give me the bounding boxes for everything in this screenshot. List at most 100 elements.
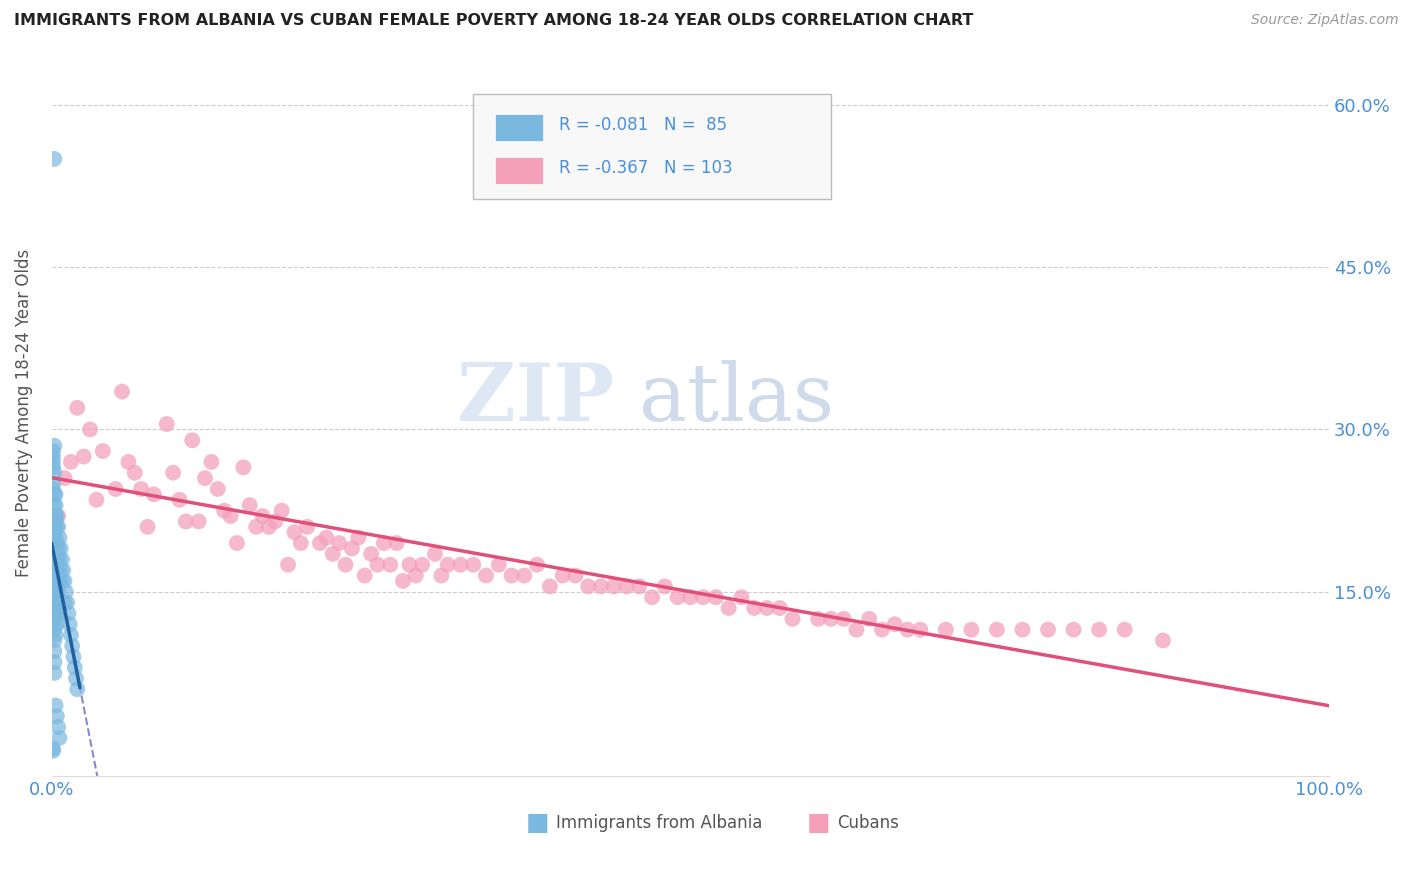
Point <box>1063 623 1085 637</box>
Point <box>315 531 337 545</box>
Point <box>42 741 65 756</box>
Point <box>129 482 152 496</box>
Point <box>398 558 420 572</box>
Point <box>858 612 880 626</box>
Point <box>373 536 395 550</box>
Point <box>392 574 415 588</box>
Point <box>564 568 586 582</box>
Point <box>45 487 67 501</box>
Point <box>1114 623 1136 637</box>
Point <box>42 744 65 758</box>
Point <box>45 568 67 582</box>
Point <box>616 579 638 593</box>
Point <box>832 612 855 626</box>
Point <box>44 498 66 512</box>
Point <box>450 558 472 572</box>
Point <box>136 520 159 534</box>
Point <box>270 503 292 517</box>
Point <box>328 536 350 550</box>
Point <box>42 450 65 464</box>
Text: ■: ■ <box>526 811 548 835</box>
Point <box>53 574 76 588</box>
Point <box>49 563 72 577</box>
Text: Cubans: Cubans <box>837 814 900 832</box>
Point <box>45 607 67 621</box>
Point <box>117 455 139 469</box>
Point <box>44 623 66 637</box>
Point <box>436 558 458 572</box>
Point <box>551 568 574 582</box>
Point <box>45 531 67 545</box>
Point <box>526 558 548 572</box>
Point <box>42 509 65 524</box>
Point <box>501 568 523 582</box>
Point <box>174 515 197 529</box>
Point <box>360 547 382 561</box>
Point <box>59 628 82 642</box>
Point <box>48 531 70 545</box>
Point <box>717 601 740 615</box>
Point <box>44 633 66 648</box>
Point <box>44 525 66 540</box>
Point <box>200 455 222 469</box>
Point <box>45 509 67 524</box>
Point <box>44 579 66 593</box>
Point <box>187 515 209 529</box>
Point <box>463 558 485 572</box>
Point <box>53 471 76 485</box>
Point <box>45 515 67 529</box>
Point <box>45 552 67 566</box>
Point <box>66 401 89 415</box>
Point <box>423 547 446 561</box>
Point <box>290 536 312 550</box>
Point <box>385 536 408 550</box>
Point <box>212 503 235 517</box>
FancyBboxPatch shape <box>474 95 831 199</box>
Point <box>86 492 108 507</box>
Text: Immigrants from Albania: Immigrants from Albania <box>557 814 762 832</box>
Point <box>513 568 536 582</box>
Point <box>42 541 65 556</box>
Point <box>111 384 134 399</box>
Point <box>245 520 267 534</box>
Point <box>181 434 204 448</box>
Point <box>347 531 370 545</box>
Point <box>44 558 66 572</box>
Point <box>654 579 676 593</box>
Point <box>742 601 765 615</box>
Point <box>44 590 66 604</box>
Point <box>730 590 752 604</box>
Point <box>1036 623 1059 637</box>
Point <box>51 552 73 566</box>
Point <box>380 558 402 572</box>
Point <box>162 466 184 480</box>
Point <box>44 547 66 561</box>
Point <box>44 536 66 550</box>
Point <box>45 709 67 723</box>
Point <box>896 623 918 637</box>
Point <box>589 579 612 593</box>
Point <box>156 417 179 431</box>
Point <box>46 520 69 534</box>
Point <box>44 644 66 658</box>
Point <box>226 536 249 550</box>
Text: ■: ■ <box>806 811 830 835</box>
Point <box>45 498 67 512</box>
Point <box>91 444 114 458</box>
Point <box>48 731 70 745</box>
Point <box>45 617 67 632</box>
FancyBboxPatch shape <box>495 113 544 141</box>
Point <box>666 590 689 604</box>
Point <box>44 466 66 480</box>
Point <box>73 450 96 464</box>
Point <box>42 520 65 534</box>
Point <box>59 617 82 632</box>
Text: R = -0.081   N =  85: R = -0.081 N = 85 <box>558 116 727 134</box>
Point <box>56 596 79 610</box>
Point <box>60 639 83 653</box>
Point <box>44 509 66 524</box>
Point <box>935 623 957 637</box>
Point <box>169 492 191 507</box>
Point <box>53 596 76 610</box>
Point <box>295 520 318 534</box>
